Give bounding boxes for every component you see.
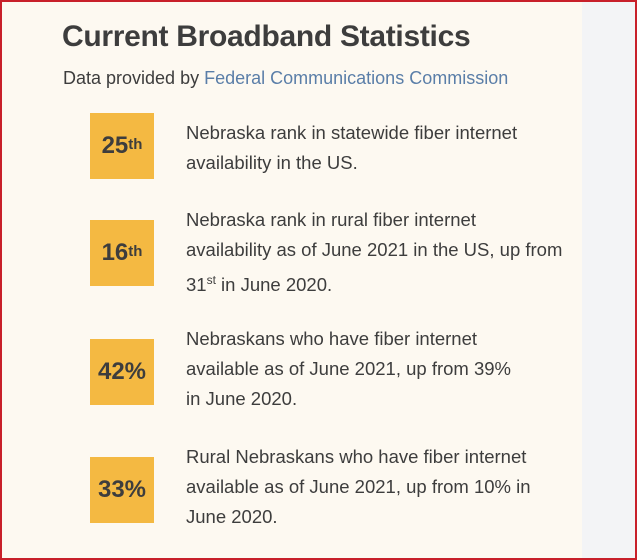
stat-value: 16 [101,239,129,266]
subtitle: Data provided by Federal Communications … [63,68,508,89]
content-panel: Current Broadband Statistics Data provid… [2,2,582,558]
fcc-link[interactable]: Federal Communications Commission [204,68,509,88]
stat-text: in June 2020. [215,274,333,296]
stat-description: Nebraska rank in statewide fiber interne… [186,122,518,173]
stat-suffix: th [128,135,143,153]
stat-text: Nebraska rank in rural fiber internet av… [186,209,563,296]
stat-value: 25 [101,132,129,159]
stat-description: Nebraskans who have fiber internet avail… [186,328,511,409]
stat-badge: 42% [90,339,154,405]
stat-badge: 33% [90,457,154,523]
page-title: Current Broadband Statistics [62,20,471,53]
stat-value: 33% [97,476,147,503]
stat-sup: st [206,273,216,287]
subtitle-prefix: Data provided by [63,68,200,88]
stat-value: 42% [97,358,147,385]
stat-description: Rural Nebraskans who have fiber internet… [186,446,531,527]
stat-description: Nebraska rank in rural fiber internet av… [186,205,566,300]
stat-suffix: th [128,242,143,260]
